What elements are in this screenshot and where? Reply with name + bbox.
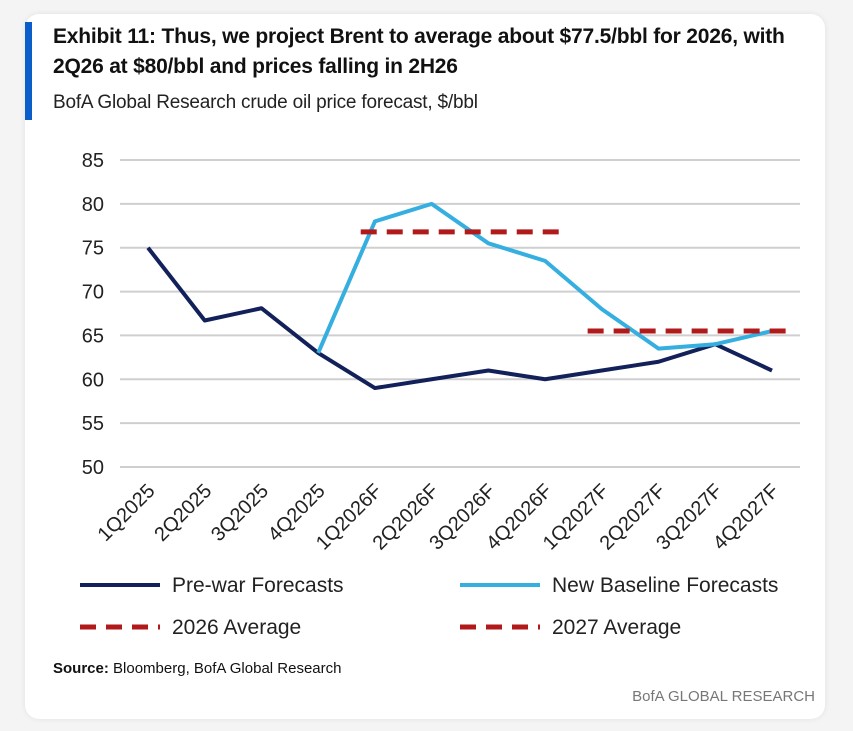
y-tick-label: 85 bbox=[82, 150, 104, 172]
legend-label: New Baseline Forecasts bbox=[552, 574, 778, 597]
y-tick-label: 70 bbox=[82, 282, 104, 304]
chart-subtitle: BofA Global Research crude oil price for… bbox=[53, 92, 478, 113]
series-line-new-baseline-forecasts bbox=[316, 201, 773, 354]
series-line-pre-war-forecasts bbox=[146, 246, 773, 391]
legend-label: 2026 Average bbox=[172, 616, 301, 639]
x-tick-label: 2Q2025 bbox=[150, 480, 216, 546]
source-label: Source: bbox=[53, 660, 109, 677]
y-tick-label: 75 bbox=[82, 238, 104, 260]
legend-label: 2027 Average bbox=[552, 616, 681, 639]
source-note: Source: Bloomberg, BofA Global Research bbox=[53, 660, 342, 677]
chart-card bbox=[25, 14, 825, 719]
chart-title: Exhibit 11: Thus, we project Brent to av… bbox=[53, 25, 785, 78]
x-tick-label: 3Q2025 bbox=[207, 480, 273, 546]
x-tick-label: 1Q2025 bbox=[94, 480, 160, 546]
source-text: Bloomberg, BofA Global Research bbox=[113, 660, 342, 677]
legend-label: Pre-war Forecasts bbox=[172, 574, 344, 597]
y-tick-label: 80 bbox=[82, 194, 104, 216]
y-tick-label: 60 bbox=[82, 369, 104, 391]
accent-bar bbox=[25, 22, 32, 120]
y-tick-label: 50 bbox=[82, 457, 104, 479]
brand-watermark: BofA GLOBAL RESEARCH bbox=[632, 688, 815, 705]
y-tick-label: 55 bbox=[82, 413, 104, 435]
y-tick-label: 65 bbox=[82, 325, 104, 347]
